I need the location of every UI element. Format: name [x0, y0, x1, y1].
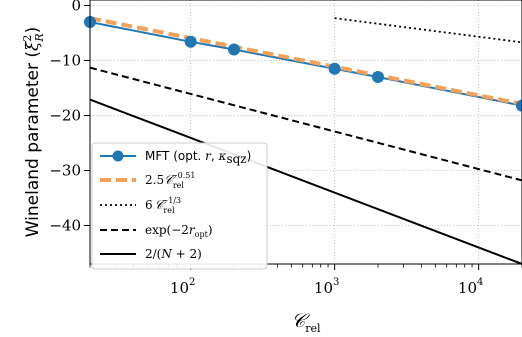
x-tick-label: 102 — [170, 277, 195, 297]
data-point-mft — [328, 62, 341, 75]
data-point-mft — [516, 99, 522, 112]
data-point-mft — [372, 71, 384, 83]
y-axis-label-close: ) — [23, 27, 43, 34]
x-tick-label: 104 — [458, 277, 483, 297]
y-tick-label: −10 — [49, 52, 81, 70]
x-tick-label: 103 — [314, 277, 339, 297]
legend-marker-mft — [112, 150, 124, 162]
series-line-mft — [89, 21, 522, 107]
plot-frame — [89, 0, 522, 265]
y-tick-label: 0 — [71, 0, 81, 15]
x-axis-subscript: rel — [305, 322, 321, 335]
legend-label-limit: 2/(N + 2) — [145, 247, 202, 261]
legend-label-fit: 2.5𝒞rel−0.51 — [145, 171, 195, 190]
grid — [90, 0, 522, 264]
series-line-cube_root — [334, 17, 522, 44]
y-tick-label: −30 — [49, 162, 81, 180]
axis-ticks: 102 103 104 0 −10 −20 −30 −40 — [49, 0, 522, 297]
y-axis-title: Wineland parameter (ξ2R) — [21, 27, 46, 238]
legend-box — [91, 142, 268, 270]
legend-label-exp: exp(−2ropt) — [145, 223, 213, 239]
legend: MFT (opt. r, κsqz) 2.5𝒞rel−0.51 6 𝒞rel−1/… — [91, 142, 268, 270]
y-axis-label-text: Wineland parameter ( — [23, 51, 43, 237]
y-axis-subscript: R — [33, 33, 46, 42]
legend-entry-mft: MFT (opt. r, κsqz) — [100, 149, 251, 166]
series-line-fit — [89, 16, 522, 106]
y-tick-label: −20 — [49, 107, 81, 125]
legend-entry-fit: 2.5𝒞rel−0.51 — [100, 171, 195, 190]
y-axis-superscript: 2 — [21, 35, 34, 42]
data-point-mft — [184, 35, 197, 48]
y-tick-label: −40 — [49, 217, 81, 235]
legend-entry-cube-root: 6 𝒞rel−1/3 — [100, 196, 181, 215]
legend-label-mft: MFT (opt. r, κsqz) — [145, 149, 251, 166]
series-line-exp — [89, 66, 522, 182]
legend-entry-exp: exp(−2ropt) — [100, 223, 213, 239]
legend-label-cube-root: 6 𝒞rel−1/3 — [145, 196, 181, 215]
plot-series — [84, 16, 522, 265]
data-point-mft — [228, 43, 240, 56]
y-axis-xi: ξ — [23, 40, 43, 51]
legend-entry-limit: 2/(N + 2) — [100, 247, 202, 261]
series-line-limit — [89, 98, 522, 265]
